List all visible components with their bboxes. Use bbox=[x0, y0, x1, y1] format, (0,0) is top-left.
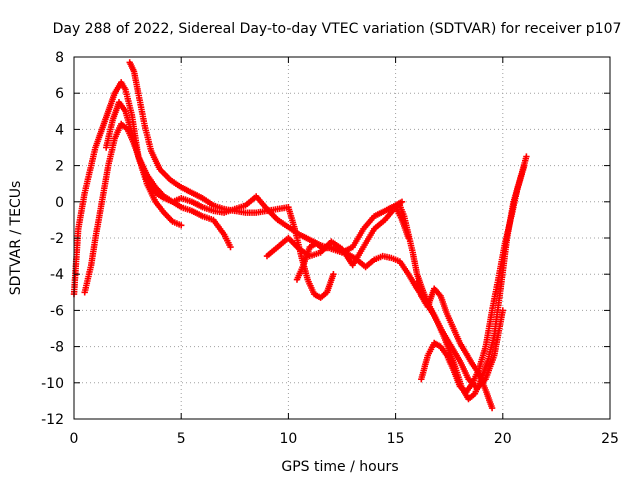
y-tick-label: 0 bbox=[55, 195, 64, 211]
x-tick-label: 25 bbox=[601, 431, 619, 447]
grid-lines bbox=[74, 57, 610, 419]
chart-title: Day 288 of 2022, Sidereal Day-to-day VTE… bbox=[53, 21, 622, 37]
y-tick-label: -2 bbox=[50, 231, 64, 247]
y-tick-label: -8 bbox=[50, 340, 64, 356]
y-tick-label: 8 bbox=[55, 50, 64, 66]
data-point bbox=[488, 404, 496, 412]
axis-tick-labels: 0 5 10 15 20 25 -12 -10 -8 -6 -4 -2 0 2 4 6 8 bbox=[41, 50, 619, 447]
x-tick-label: 10 bbox=[279, 431, 297, 447]
axis-ticks bbox=[73, 56, 611, 420]
y-axis-label: SDTVAR / TECUs bbox=[8, 181, 24, 296]
x-axis-label: GPS time / hours bbox=[281, 459, 398, 475]
x-tick-label: 0 bbox=[70, 431, 79, 447]
y-tick-label: -12 bbox=[41, 412, 64, 428]
x-tick-label: 20 bbox=[494, 431, 512, 447]
y-tick-label: -6 bbox=[50, 303, 64, 319]
data-point bbox=[178, 222, 185, 229]
series-track-8 bbox=[418, 162, 528, 396]
x-tick-label: 5 bbox=[177, 431, 186, 447]
y-tick-label: -10 bbox=[41, 376, 64, 392]
y-tick-label: 4 bbox=[55, 122, 64, 138]
series-track-4 bbox=[103, 99, 406, 256]
y-tick-label: 2 bbox=[55, 159, 64, 175]
data-marks bbox=[70, 59, 530, 412]
series-track-3 bbox=[126, 59, 337, 301]
data-point bbox=[398, 198, 406, 205]
data-point bbox=[523, 153, 530, 160]
y-tick-label: -4 bbox=[50, 267, 64, 283]
data-point bbox=[521, 162, 528, 169]
data-point bbox=[330, 271, 337, 278]
x-tick-label: 15 bbox=[387, 431, 405, 447]
y-tick-label: 6 bbox=[55, 86, 64, 102]
data-point bbox=[227, 243, 234, 251]
series-track-9 bbox=[413, 278, 496, 412]
